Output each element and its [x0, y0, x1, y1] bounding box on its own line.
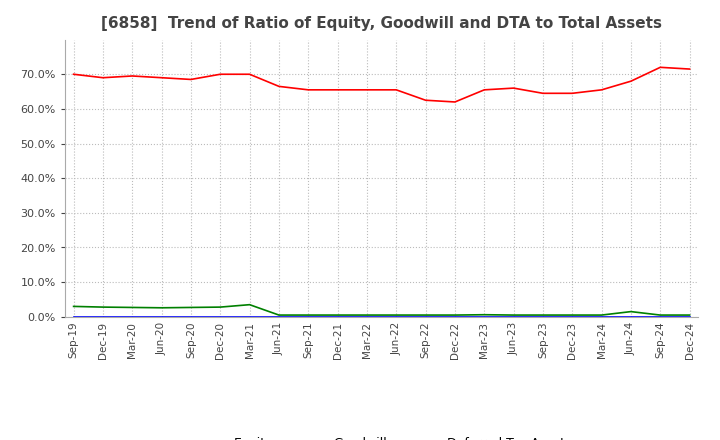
- Goodwill: [685, 314, 694, 319]
- Goodwill: [451, 314, 459, 319]
- Equity: [186, 77, 195, 82]
- Goodwill: [333, 314, 342, 319]
- Goodwill: [568, 314, 577, 319]
- Equity: [685, 66, 694, 72]
- Deferred Tax Assets: [451, 312, 459, 318]
- Goodwill: [539, 314, 547, 319]
- Deferred Tax Assets: [128, 305, 137, 310]
- Deferred Tax Assets: [274, 312, 283, 318]
- Goodwill: [304, 314, 312, 319]
- Equity: [304, 87, 312, 92]
- Deferred Tax Assets: [509, 312, 518, 318]
- Deferred Tax Assets: [480, 312, 489, 317]
- Deferred Tax Assets: [246, 302, 254, 307]
- Deferred Tax Assets: [421, 312, 430, 318]
- Equity: [626, 78, 635, 84]
- Equity: [421, 98, 430, 103]
- Goodwill: [246, 314, 254, 319]
- Equity: [451, 99, 459, 105]
- Goodwill: [274, 314, 283, 319]
- Deferred Tax Assets: [333, 312, 342, 318]
- Deferred Tax Assets: [568, 312, 577, 318]
- Goodwill: [69, 314, 78, 319]
- Equity: [274, 84, 283, 89]
- Deferred Tax Assets: [685, 312, 694, 318]
- Equity: [216, 72, 225, 77]
- Deferred Tax Assets: [656, 312, 665, 318]
- Equity: [392, 87, 400, 92]
- Equity: [128, 73, 137, 79]
- Goodwill: [598, 314, 606, 319]
- Goodwill: [363, 314, 372, 319]
- Equity: [333, 87, 342, 92]
- Goodwill: [186, 314, 195, 319]
- Line: Equity: Equity: [73, 67, 690, 102]
- Goodwill: [216, 314, 225, 319]
- Equity: [246, 72, 254, 77]
- Line: Deferred Tax Assets: Deferred Tax Assets: [73, 304, 690, 315]
- Deferred Tax Assets: [69, 304, 78, 309]
- Deferred Tax Assets: [99, 304, 107, 310]
- Equity: [157, 75, 166, 81]
- Equity: [509, 85, 518, 91]
- Goodwill: [656, 314, 665, 319]
- Equity: [656, 65, 665, 70]
- Goodwill: [128, 314, 137, 319]
- Deferred Tax Assets: [598, 312, 606, 318]
- Goodwill: [509, 314, 518, 319]
- Goodwill: [480, 314, 489, 319]
- Deferred Tax Assets: [392, 312, 400, 318]
- Equity: [539, 91, 547, 96]
- Deferred Tax Assets: [539, 312, 547, 318]
- Deferred Tax Assets: [157, 305, 166, 311]
- Goodwill: [626, 314, 635, 319]
- Goodwill: [99, 314, 107, 319]
- Equity: [69, 72, 78, 77]
- Equity: [363, 87, 372, 92]
- Goodwill: [421, 314, 430, 319]
- Deferred Tax Assets: [216, 304, 225, 310]
- Equity: [598, 87, 606, 92]
- Title: [6858]  Trend of Ratio of Equity, Goodwill and DTA to Total Assets: [6858] Trend of Ratio of Equity, Goodwil…: [101, 16, 662, 32]
- Goodwill: [157, 314, 166, 319]
- Legend: Equity, Goodwill, Deferred Tax Assets: Equity, Goodwill, Deferred Tax Assets: [187, 432, 576, 440]
- Goodwill: [392, 314, 400, 319]
- Deferred Tax Assets: [304, 312, 312, 318]
- Deferred Tax Assets: [186, 305, 195, 310]
- Equity: [480, 87, 489, 92]
- Deferred Tax Assets: [363, 312, 372, 318]
- Deferred Tax Assets: [626, 309, 635, 314]
- Equity: [568, 91, 577, 96]
- Equity: [99, 75, 107, 81]
